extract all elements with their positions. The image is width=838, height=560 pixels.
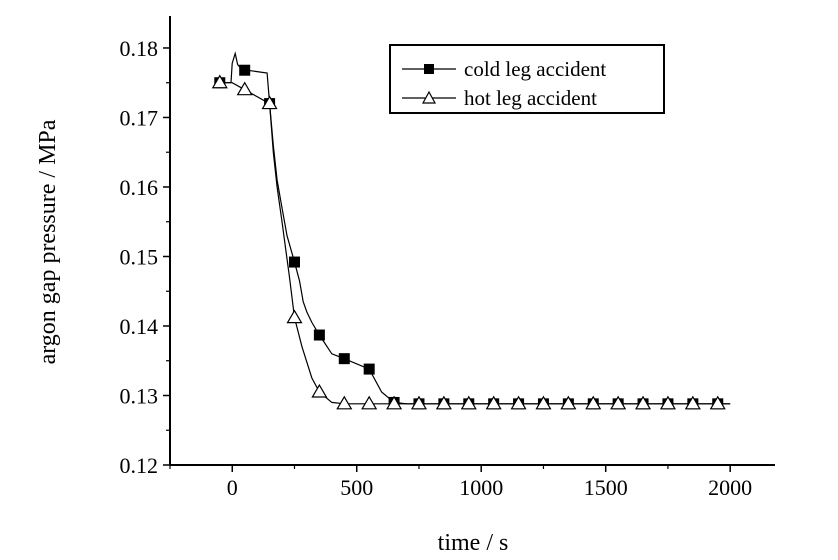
x-axis-title: time / s (438, 530, 509, 556)
y-tick-label: 0.12 (120, 453, 159, 478)
data-point-hot (560, 395, 577, 410)
y-axis-title: argon gap pressure / MPa (35, 119, 61, 364)
data-point-hot (535, 395, 552, 410)
data-point-hot (236, 81, 253, 96)
legend-label-hot: hot leg accident (464, 86, 597, 110)
y-tick-label: 0.15 (120, 244, 159, 269)
y-tick-label: 0.18 (120, 36, 159, 61)
data-point-hot (510, 395, 527, 410)
series-layer (211, 51, 731, 410)
y-tick-label: 0.13 (120, 383, 159, 408)
axes: 0 500 1000 1500 2000 0.12 0.13 0.14 0.15 0.16 0.17… (120, 16, 775, 500)
data-point-cold (338, 353, 350, 365)
legend-marker-hot (421, 90, 437, 104)
data-point-cold (239, 64, 251, 76)
data-point-hot (311, 383, 328, 398)
data-point-hot (684, 395, 701, 410)
data-point-cold (363, 363, 375, 375)
x-tick-label: 0 (227, 475, 238, 500)
data-point-hot (635, 395, 652, 410)
data-point-cold (313, 329, 325, 341)
legend-marker-cold (424, 64, 434, 74)
data-point-hot (610, 395, 627, 410)
series-line-hot (219, 82, 731, 405)
data-point-hot (386, 395, 403, 410)
y-tick-label: 0.14 (120, 314, 159, 339)
data-point-hot (261, 95, 278, 110)
x-tick-label: 500 (340, 475, 373, 500)
data-point-hot (361, 395, 378, 410)
data-point-hot (659, 395, 676, 410)
data-point-hot (336, 395, 353, 410)
legend-label-cold: cold leg accident (464, 57, 606, 81)
data-point-hot (460, 395, 477, 410)
y-tick-label: 0.16 (120, 175, 159, 200)
data-point-hot (709, 395, 726, 410)
legend: cold leg accident hot leg accident (389, 44, 665, 114)
data-point-hot (485, 395, 502, 410)
data-point-hot (410, 395, 428, 410)
data-point-hot (286, 309, 303, 324)
x-tick-label: 1000 (459, 475, 503, 500)
data-point-hot (585, 395, 602, 410)
legend-box (389, 44, 665, 114)
data-point-hot (435, 395, 452, 410)
data-point-hot (211, 74, 228, 89)
x-tick-label: 1500 (584, 475, 628, 500)
x-tick-label: 2000 (708, 475, 752, 500)
y-tick-label: 0.17 (120, 105, 159, 130)
data-point-cold (288, 256, 300, 268)
